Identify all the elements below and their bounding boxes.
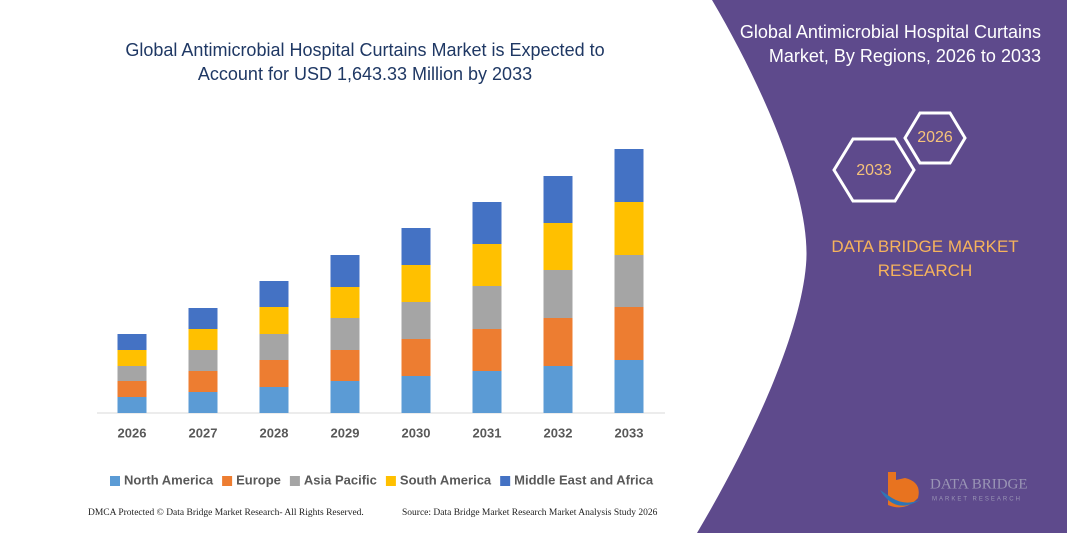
bar-segment (117, 334, 147, 350)
bar-segment (401, 302, 431, 339)
bar-segment (188, 350, 218, 371)
bar-segment (117, 397, 147, 413)
bar-segment (543, 223, 573, 270)
bar-segment (614, 360, 644, 413)
bar-segment (259, 360, 289, 387)
legend-label: North America (124, 472, 214, 487)
bar-segment (188, 329, 218, 350)
x-tick-label: 2033 (615, 425, 644, 440)
bar-segment (117, 366, 147, 381)
bar-segment (117, 381, 147, 397)
bar-segment (543, 176, 573, 223)
bar-segment (259, 334, 289, 360)
legend-label: Middle East and Africa (514, 472, 654, 487)
bar-segment (188, 308, 218, 329)
logo-tagline: MARKET RESEARCH (932, 497, 1022, 503)
bar-segment (543, 270, 573, 318)
bar-segment (330, 350, 360, 381)
bar-segment (472, 202, 502, 244)
bar-segment (614, 149, 644, 202)
hexagon-label: 2026 (917, 129, 953, 146)
bar-segment (259, 387, 289, 413)
x-tick-label: 2026 (118, 425, 147, 440)
bar-segment (330, 287, 360, 318)
bar-segment (472, 371, 502, 413)
bar-segment (330, 318, 360, 350)
panel-title: Global Antimicrobial Hospital Curtains M… (739, 22, 1041, 66)
bar-segment (330, 381, 360, 413)
legend-swatch (385, 476, 396, 486)
bar-segment (614, 202, 644, 255)
legend-swatch (110, 476, 120, 486)
chart-title: Global Antimicrobial Hospital Curtains M… (125, 40, 605, 84)
hexagon (832, 137, 916, 203)
legend-label: South America (400, 472, 492, 487)
hexagon-label: 2033 (856, 162, 892, 179)
legend-label: Asia Pacific (304, 472, 377, 487)
bar-segment (543, 366, 573, 413)
x-tick-label: 2029 (331, 425, 360, 440)
hexagon (903, 111, 967, 165)
bar-segment (401, 228, 431, 265)
footer-source: Source: Data Bridge Market Research Mark… (402, 508, 658, 518)
bar-segment (330, 255, 360, 287)
x-tick-label: 2032 (544, 425, 573, 440)
brand: DATA BRIDGE MARKET RESEARCH (831, 237, 1019, 280)
bar-segment (472, 329, 502, 371)
legend-swatch (289, 476, 300, 486)
bar-segment (259, 281, 289, 307)
footer-dmca: DMCA Protected © Data Bridge Market Rese… (88, 508, 364, 518)
legend-swatch (222, 476, 233, 486)
side-panel (697, 0, 1067, 533)
bar-segment (543, 318, 573, 366)
legend-swatch (500, 476, 511, 486)
bar-segment (117, 350, 147, 366)
bar-segment (259, 307, 289, 334)
bar-segment (188, 371, 218, 392)
logo-mark (880, 490, 920, 506)
x-tick-label: 2031 (473, 425, 502, 440)
legend-label: Europe (236, 472, 281, 487)
bar-segment (472, 244, 502, 286)
x-tick-label: 2030 (402, 425, 431, 440)
x-tick-label: 2027 (189, 425, 218, 440)
bar-segment (188, 392, 218, 413)
bar-segment (614, 255, 644, 307)
bar-segment (401, 265, 431, 302)
bar-segment (401, 339, 431, 376)
bar-segment (401, 376, 431, 413)
logo-mark (888, 472, 919, 508)
logo-name: DATA BRIDGE (930, 476, 1028, 492)
bar-segment (472, 286, 502, 329)
bar-segment (614, 307, 644, 360)
x-tick-label: 2028 (260, 425, 289, 440)
